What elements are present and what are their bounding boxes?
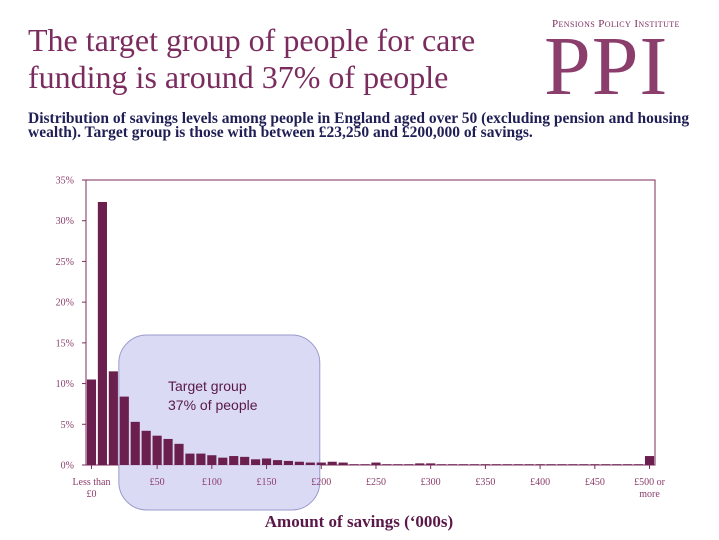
bar	[130, 421, 140, 465]
bar	[612, 464, 622, 465]
bar	[185, 453, 195, 465]
x-tick-label: £450	[585, 477, 605, 488]
bar	[283, 460, 294, 465]
y-tick-label: 15%	[56, 338, 74, 349]
bar	[568, 464, 578, 465]
bar	[634, 464, 644, 465]
bar	[480, 464, 490, 465]
bar	[240, 456, 250, 465]
ppi-logo: Pensions Policy Institute PPI	[540, 18, 710, 113]
bar	[163, 438, 173, 465]
target-group-highlight	[118, 334, 321, 511]
bar	[119, 396, 129, 465]
x-tick-label: £400	[530, 477, 550, 488]
bar	[152, 435, 162, 465]
bar	[644, 456, 655, 465]
x-axis-title: Amount of savings (‘000s)	[265, 512, 453, 531]
bar	[174, 443, 184, 465]
bar	[469, 464, 480, 465]
bar	[229, 456, 239, 465]
bar	[108, 371, 118, 465]
chart-subtitle: Distribution of savings levels among peo…	[28, 110, 690, 141]
bar	[546, 464, 556, 465]
x-tick-label: Less than £0	[72, 477, 110, 500]
bar	[294, 461, 304, 465]
bar	[218, 457, 228, 465]
x-tick-label: £500 or more	[634, 477, 666, 500]
bar	[327, 461, 337, 465]
bar	[97, 201, 107, 465]
bar	[196, 453, 206, 465]
bar	[305, 462, 315, 465]
x-tick-label: £350	[475, 477, 495, 488]
plot-area-frame	[85, 179, 656, 466]
y-tick-label: 0%	[61, 461, 74, 472]
bar	[360, 464, 370, 465]
logo-institute-name: Pensions Policy Institute	[552, 18, 680, 30]
y-tick-label: 35%	[56, 176, 74, 187]
bar	[535, 464, 545, 465]
y-tick-label: 10%	[56, 379, 74, 390]
bar	[458, 464, 469, 465]
bar	[590, 464, 600, 465]
bar	[86, 379, 97, 465]
y-tick-label: 30%	[56, 216, 74, 227]
bar	[316, 462, 326, 465]
bar	[437, 464, 447, 465]
bar	[502, 464, 512, 465]
x-tick-label: £250	[366, 477, 386, 488]
bar	[251, 459, 261, 465]
x-tick-label: £200	[311, 477, 331, 488]
slide-title: The target group of people for care fund…	[28, 22, 476, 95]
bar	[623, 464, 633, 465]
bar	[426, 463, 436, 465]
bar	[393, 464, 403, 465]
bar	[338, 462, 348, 465]
bar	[524, 464, 534, 465]
bar	[447, 464, 458, 465]
bar	[513, 464, 523, 465]
bar	[141, 430, 151, 465]
x-tick-label: £150	[257, 477, 277, 488]
y-tick-label: 25%	[56, 257, 74, 268]
bar	[207, 455, 217, 465]
bar	[349, 464, 359, 465]
x-tick-label: £50	[150, 477, 165, 488]
x-tick-label: £100	[202, 477, 222, 488]
bar	[491, 464, 501, 465]
bar	[261, 458, 272, 465]
logo-initials: PPI	[544, 20, 669, 113]
bar	[601, 464, 611, 465]
x-tick-label: £300	[421, 477, 441, 488]
target-group-label: Target group	[168, 378, 247, 394]
bar	[404, 464, 414, 465]
bar	[415, 463, 425, 465]
bar	[579, 464, 589, 465]
target-group-percent: 37% of people	[168, 397, 258, 413]
bar	[272, 460, 283, 465]
bar	[382, 464, 392, 465]
y-tick-label: 20%	[56, 298, 74, 309]
bar	[557, 464, 567, 465]
y-tick-label: 5%	[61, 420, 74, 431]
bar	[371, 462, 381, 465]
